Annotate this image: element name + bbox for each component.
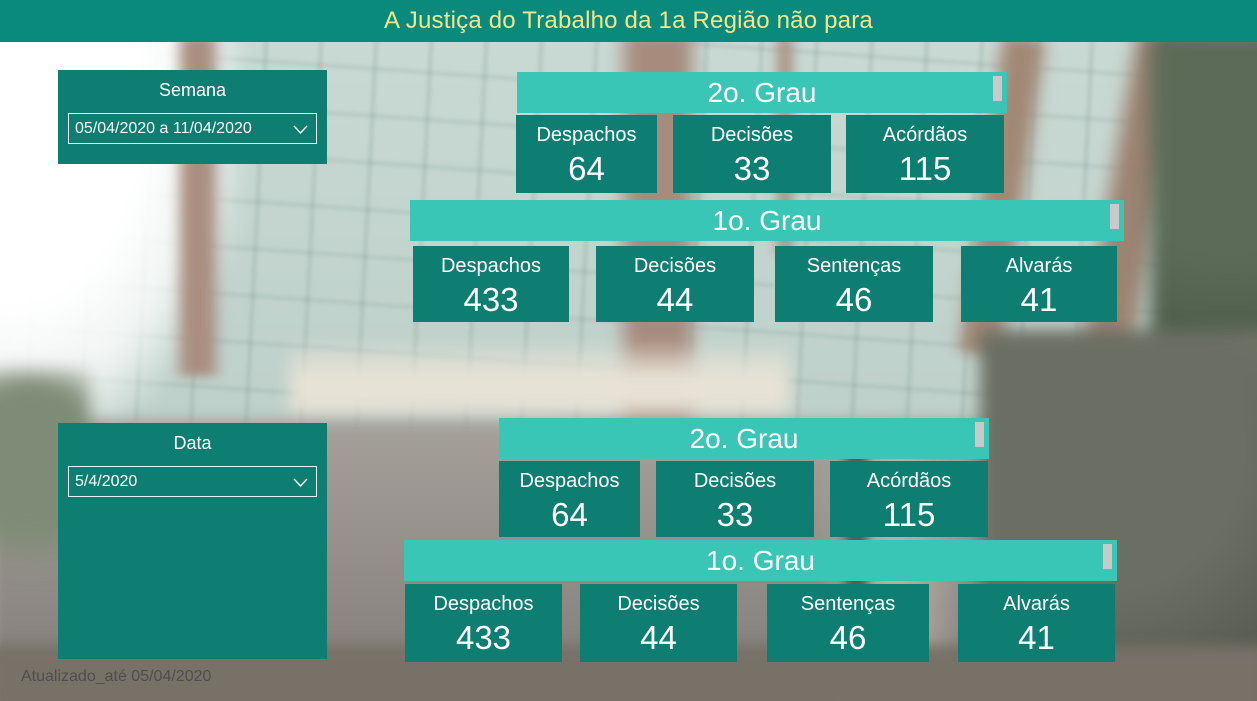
kpi-label: Despachos xyxy=(433,593,534,615)
scrollbar-thumb[interactable] xyxy=(975,422,984,447)
kpi-label: Despachos xyxy=(536,124,637,146)
kpi-value: 41 xyxy=(1018,619,1055,656)
kpi-card-sentencas-1o-daily: Sentenças 46 xyxy=(767,584,929,662)
semana-dropdown[interactable]: 05/04/2020 a 11/04/2020 xyxy=(68,113,317,144)
building-ledge xyxy=(290,345,790,425)
rocks-foliage xyxy=(980,330,1257,701)
filter-panel-data: Data 5/4/2020 xyxy=(58,423,327,659)
filter-panel-semana: Semana 05/04/2020 a 11/04/2020 xyxy=(58,70,327,164)
page-title: A Justiça do Trabalho da 1a Região não p… xyxy=(384,7,873,34)
group-title: 2o. Grau xyxy=(689,422,799,454)
group-header-1o-grau-weekly: 1o. Grau xyxy=(410,200,1124,241)
group-title: 2o. Grau xyxy=(707,76,817,108)
kpi-value: 433 xyxy=(463,281,519,318)
semana-dropdown-value: 05/04/2020 a 11/04/2020 xyxy=(75,119,252,137)
kpi-card-acordaos-2o-weekly: Acórdãos 115 xyxy=(846,115,1004,193)
chevron-down-icon xyxy=(293,478,308,488)
kpi-value: 33 xyxy=(733,150,771,187)
kpi-label: Decisões xyxy=(710,124,794,146)
kpi-label: Alvarás xyxy=(1003,593,1070,615)
kpi-label: Decisões xyxy=(633,255,717,277)
kpi-label: Alvarás xyxy=(1005,255,1073,277)
kpi-label: Decisões xyxy=(693,470,777,492)
page-title-bar: A Justiça do Trabalho da 1a Região não p… xyxy=(0,0,1257,42)
filter-data-label: Data xyxy=(173,433,212,453)
kpi-card-despachos-1o-weekly: Despachos 433 xyxy=(413,246,569,322)
kpi-value: 115 xyxy=(882,496,936,533)
kpi-value: 46 xyxy=(835,281,873,318)
kpi-label: Acórdãos xyxy=(882,124,968,146)
group-title: 1o. Grau xyxy=(712,204,822,236)
kpi-label: Decisões xyxy=(617,593,700,615)
updated-at-note: Atualizado_até 05/04/2020 xyxy=(21,668,212,685)
group-title: 1o. Grau xyxy=(706,544,815,576)
kpi-label: Despachos xyxy=(440,255,542,277)
kpi-card-alvaras-1o-weekly: Alvarás 41 xyxy=(961,246,1117,322)
kpi-card-alvaras-1o-daily: Alvarás 41 xyxy=(958,584,1115,662)
kpi-card-despachos-2o-daily: Despachos 64 xyxy=(499,461,640,537)
kpi-label: Sentenças xyxy=(800,593,896,615)
scrollbar-thumb[interactable] xyxy=(993,76,1002,101)
kpi-card-decisoes-2o-daily: Decisões 33 xyxy=(656,461,814,537)
scrollbar-thumb[interactable] xyxy=(1110,204,1119,229)
kpi-card-despachos-1o-daily: Despachos 433 xyxy=(405,584,562,662)
kpi-card-decisoes-1o-daily: Decisões 44 xyxy=(580,584,737,662)
data-dropdown-value: 5/4/2020 xyxy=(75,472,138,490)
group-header-1o-grau-daily: 1o. Grau xyxy=(404,540,1117,581)
kpi-value: 115 xyxy=(898,150,952,187)
group-header-2o-grau-daily: 2o. Grau xyxy=(499,418,989,459)
kpi-card-sentencas-1o-weekly: Sentenças 46 xyxy=(775,246,933,322)
kpi-card-decisoes-2o-weekly: Decisões 33 xyxy=(673,115,831,193)
scrollbar-thumb[interactable] xyxy=(1103,544,1112,569)
kpi-value: 44 xyxy=(656,281,694,318)
chevron-down-icon xyxy=(293,125,308,135)
filter-semana-label: Semana xyxy=(158,80,227,100)
kpi-value: 433 xyxy=(455,619,512,656)
kpi-value: 64 xyxy=(551,496,588,533)
kpi-value: 33 xyxy=(716,496,754,533)
kpi-value: 44 xyxy=(640,619,677,656)
kpi-value: 64 xyxy=(568,150,605,187)
group-header-2o-grau-weekly: 2o. Grau xyxy=(517,72,1007,113)
kpi-card-despachos-2o-weekly: Despachos 64 xyxy=(516,115,657,193)
kpi-card-decisoes-1o-weekly: Decisões 44 xyxy=(596,246,754,322)
kpi-card-acordaos-2o-daily: Acórdãos 115 xyxy=(830,461,988,537)
kpi-label: Acórdãos xyxy=(866,470,952,492)
kpi-value: 41 xyxy=(1020,281,1058,318)
kpi-label: Despachos xyxy=(519,470,620,492)
kpi-label: Sentenças xyxy=(806,255,902,277)
data-dropdown[interactable]: 5/4/2020 xyxy=(68,466,317,497)
kpi-value: 46 xyxy=(829,619,867,656)
